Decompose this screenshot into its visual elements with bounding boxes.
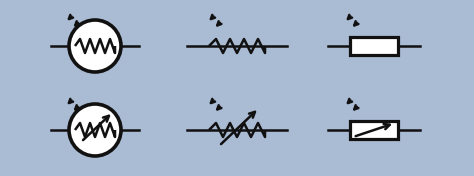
Bar — [350, 37, 398, 55]
Bar — [350, 121, 398, 139]
Circle shape — [69, 20, 121, 72]
Circle shape — [69, 104, 121, 156]
